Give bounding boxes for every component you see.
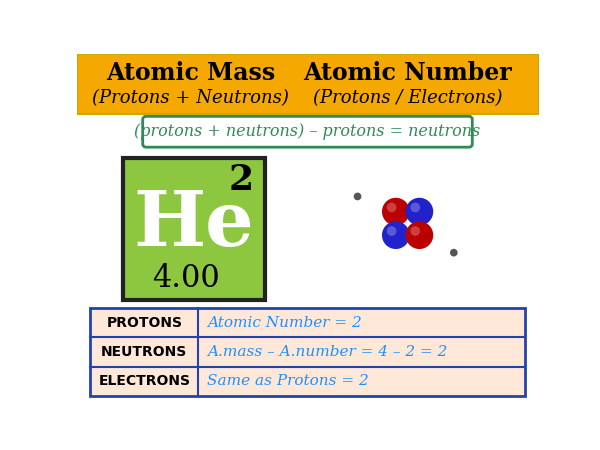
Text: Atomic Mass: Atomic Mass (106, 61, 275, 85)
Circle shape (382, 221, 410, 249)
Circle shape (410, 202, 420, 212)
Text: He: He (134, 188, 254, 262)
Text: Same as Protons = 2: Same as Protons = 2 (208, 374, 369, 388)
Text: 2: 2 (229, 162, 254, 197)
Text: 4.00: 4.00 (152, 263, 220, 294)
Bar (77, 54, 539, 114)
Circle shape (410, 226, 420, 236)
Text: (Protons + Neutrons): (Protons + Neutrons) (92, 89, 289, 107)
Circle shape (406, 221, 433, 249)
Circle shape (387, 226, 397, 236)
Bar (123, 158, 265, 301)
Circle shape (382, 198, 410, 225)
Text: (Protons / Electrons): (Protons / Electrons) (313, 89, 502, 107)
Text: Atomic Number: Atomic Number (303, 61, 512, 85)
Text: A.mass – A.number = 4 – 2 = 2: A.mass – A.number = 4 – 2 = 2 (208, 345, 448, 359)
Circle shape (406, 198, 433, 225)
Text: NEUTRONS: NEUTRONS (101, 345, 187, 359)
FancyBboxPatch shape (143, 117, 472, 147)
Text: ELECTRONS: ELECTRONS (98, 374, 190, 388)
Text: PROTONS: PROTONS (106, 316, 182, 330)
Text: (protons + neutrons) – protons = neutrons: (protons + neutrons) – protons = neutron… (134, 123, 481, 140)
Circle shape (450, 249, 458, 256)
Circle shape (387, 202, 397, 212)
Bar (91, 308, 524, 396)
Text: Atomic Number = 2: Atomic Number = 2 (208, 316, 362, 330)
Circle shape (354, 193, 361, 200)
